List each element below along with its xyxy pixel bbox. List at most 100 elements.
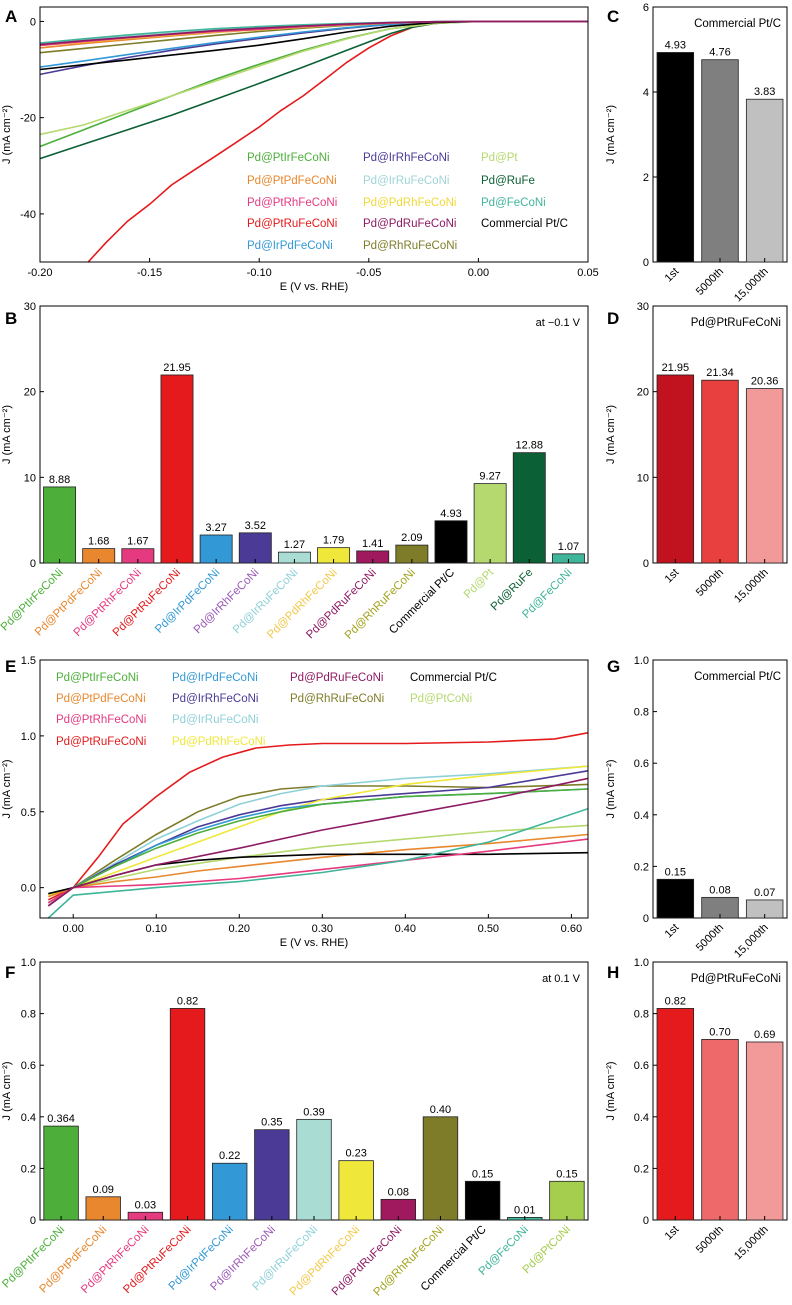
legend-entry: Pd@PtRhFeCoNi bbox=[247, 197, 337, 209]
bar bbox=[169, 1008, 206, 1221]
y-tick-label: 30 bbox=[637, 301, 649, 313]
category-label: 15,000th bbox=[732, 266, 771, 305]
x-tick-label: 0.00 bbox=[468, 267, 489, 279]
panel-label: D bbox=[607, 309, 619, 328]
y-tick-label: 20 bbox=[24, 387, 36, 399]
category-label: Pd@PtRuFeCoNi bbox=[111, 567, 183, 639]
bar bbox=[434, 520, 468, 564]
bar bbox=[238, 532, 272, 564]
bar bbox=[745, 1041, 784, 1221]
y-tick-label: 0.8 bbox=[634, 1009, 649, 1021]
legend-entry: Pd@PtCoNi bbox=[410, 693, 472, 705]
category-label: Pd@PdRuFeCoNi bbox=[304, 567, 379, 642]
y-tick-label: 0.0 bbox=[21, 883, 36, 895]
y-tick-label: 0.6 bbox=[21, 1060, 36, 1072]
y-tick-label: 0 bbox=[30, 558, 36, 570]
bar-value-label: 0.82 bbox=[177, 995, 198, 1007]
category-label: 5000th bbox=[694, 266, 726, 298]
y-axis-label: J (mA cm⁻²) bbox=[1, 105, 13, 164]
plot-frame bbox=[39, 305, 589, 564]
bar-value-label: 0.82 bbox=[665, 995, 686, 1007]
y-axis-label: J (mA cm⁻²) bbox=[1, 1062, 13, 1121]
legend-entry: Pd@PtPdFeCoNi bbox=[56, 693, 146, 705]
y-tick-label: 10 bbox=[24, 472, 36, 484]
y-tick-label: 0 bbox=[30, 16, 36, 28]
bar bbox=[464, 1180, 501, 1221]
plot-frame bbox=[39, 659, 589, 919]
y-axis-label: J (mA cm⁻²) bbox=[605, 105, 617, 164]
bar bbox=[656, 878, 695, 919]
annotation: at 0.1 V bbox=[542, 973, 581, 985]
y-tick-label: 0 bbox=[643, 913, 649, 925]
y-tick-label: 0 bbox=[643, 558, 649, 570]
bar-value-label: 0.23 bbox=[345, 1148, 366, 1160]
bar-value-label: 1.07 bbox=[558, 541, 579, 553]
category-label: Pd@PdRuFeCoNi bbox=[330, 1224, 405, 1299]
y-tick-label: 1.0 bbox=[634, 957, 649, 969]
category-label: 5000th bbox=[694, 922, 726, 954]
x-tick-label: 0.00 bbox=[63, 923, 84, 935]
x-tick-label: 0.10 bbox=[146, 923, 167, 935]
category-label: 1st bbox=[663, 567, 682, 586]
bar-value-label: 0.70 bbox=[709, 1026, 730, 1038]
y-tick-label: 0 bbox=[643, 1215, 649, 1227]
legend-entry: Pd@PtIrFeCoNi bbox=[56, 672, 139, 684]
legend-entry: Pd@PtIrFeCoNi bbox=[247, 152, 330, 164]
x-tick-label: 0.40 bbox=[395, 923, 416, 935]
bar bbox=[701, 59, 739, 263]
y-tick-label: 0.2 bbox=[634, 861, 649, 873]
legend-entry: Pd@PtRuFeCoNi bbox=[247, 218, 337, 230]
x-tick-label: -0.15 bbox=[137, 267, 162, 279]
legend-entry: Pd@RhRuFeCoNi bbox=[290, 693, 384, 705]
bar-value-label: 0.08 bbox=[709, 884, 730, 896]
y-tick-label: 0 bbox=[643, 257, 649, 269]
legend-entry: Pd@FeCoNi bbox=[481, 197, 546, 209]
category-label: Pd@PdRhFeCoNi bbox=[288, 1224, 363, 1299]
legend-entry: Pd@IrRhFeCoNi bbox=[172, 693, 258, 705]
panel-F: F0.364Pd@PtIrFeCoNi0.09Pd@PtPdFeCoNi0.03… bbox=[0, 957, 589, 1299]
category-label: Pd@RhRuFeCoNi bbox=[343, 567, 418, 642]
panel-C: C 4.93 1st 4.76 5000th 3.83 15,000th 0 2 4 6 J (mA … bbox=[605, 2, 788, 305]
y-tick-label: 0.8 bbox=[21, 1009, 36, 1021]
legend-entry: Commercial Pt/C bbox=[481, 218, 568, 230]
bar-value-label: 12.88 bbox=[516, 440, 544, 452]
series-line bbox=[47, 838, 588, 904]
bar-value-label: 1.68 bbox=[88, 536, 109, 548]
category-label: Pd@RhRuFeCoNi bbox=[372, 1224, 447, 1299]
panel-title: Commercial Pt/C bbox=[694, 18, 781, 30]
x-tick-label: 0.05 bbox=[577, 267, 598, 279]
bar bbox=[43, 1125, 79, 1221]
legend-entry: Pd@RuFe bbox=[481, 175, 535, 187]
y-tick-label: 1.5 bbox=[21, 655, 36, 667]
x-tick-label: 0.30 bbox=[312, 923, 333, 935]
y-tick-label: 0.6 bbox=[634, 758, 649, 770]
series-line bbox=[48, 824, 588, 895]
legend-entry: Pd@IrPdFeCoNi bbox=[172, 672, 258, 684]
bar bbox=[422, 1116, 459, 1221]
legend-entry: Pd@IrPdFeCoNi bbox=[247, 240, 333, 252]
panel-B: B8.88Pd@PtIrFeCoNi1.68Pd@PtPdFeCoNi1.67P… bbox=[0, 301, 589, 642]
y-tick-label: -20 bbox=[20, 113, 36, 125]
legend-entry: Pd@PdRuFeCoNi bbox=[290, 672, 384, 684]
category-label: 15,000th bbox=[732, 567, 771, 606]
bar-value-label: 4.76 bbox=[709, 47, 730, 59]
bar-value-label: 3.83 bbox=[754, 86, 775, 98]
bar-value-label: 3.27 bbox=[205, 522, 226, 534]
y-tick-label: 1.0 bbox=[21, 731, 36, 743]
bar-value-label: 0.40 bbox=[430, 1104, 451, 1116]
legend-entry: Pd@IrRuFeCoNi bbox=[172, 714, 258, 726]
series-line bbox=[47, 770, 588, 907]
y-tick-label: -40 bbox=[20, 209, 36, 221]
y-axis-label: J (mA cm⁻²) bbox=[605, 405, 617, 464]
bar-value-label: 21.34 bbox=[706, 367, 734, 379]
series-group bbox=[40, 20, 588, 262]
y-tick-label: 0.4 bbox=[21, 1112, 36, 1124]
bar bbox=[254, 1129, 290, 1221]
series-line bbox=[48, 833, 588, 898]
bar bbox=[656, 374, 695, 564]
series-line bbox=[40, 20, 588, 160]
panel-label: E bbox=[5, 657, 16, 676]
bar-value-label: 9.27 bbox=[479, 471, 500, 483]
bar-value-label: 0.364 bbox=[47, 1113, 75, 1125]
y-tick-label: 6 bbox=[643, 2, 649, 14]
